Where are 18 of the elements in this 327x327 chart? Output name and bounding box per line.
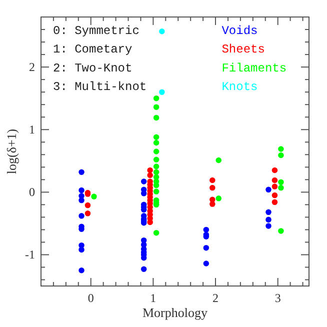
- y-tick-label: 1: [29, 122, 35, 137]
- x-tick-label: 2: [212, 291, 219, 305]
- y-axis-title: log(δ+1): [4, 128, 19, 174]
- y-tick-label: -1: [25, 248, 35, 262]
- annotation: 2: Two-Knot: [53, 61, 132, 76]
- x-tick-label: 3: [274, 291, 281, 305]
- x-tick-label: 1: [150, 291, 156, 305]
- y-tick-label: 2: [29, 60, 35, 74]
- text: Knots: [222, 80, 258, 94]
- text: Filaments: [222, 61, 287, 76]
- x-tick-label: 0: [88, 291, 94, 305]
- annotation: 0: Symmetric: [53, 24, 140, 38]
- x-axis-title: Morphology: [142, 305, 208, 320]
- y-tick-label: 0: [29, 185, 35, 200]
- annotation: 1: Cometary: [53, 42, 132, 57]
- text: Voids: [222, 24, 258, 38]
- text: Sheets: [222, 42, 265, 57]
- annotation: 3: Multi-knot: [53, 80, 147, 94]
